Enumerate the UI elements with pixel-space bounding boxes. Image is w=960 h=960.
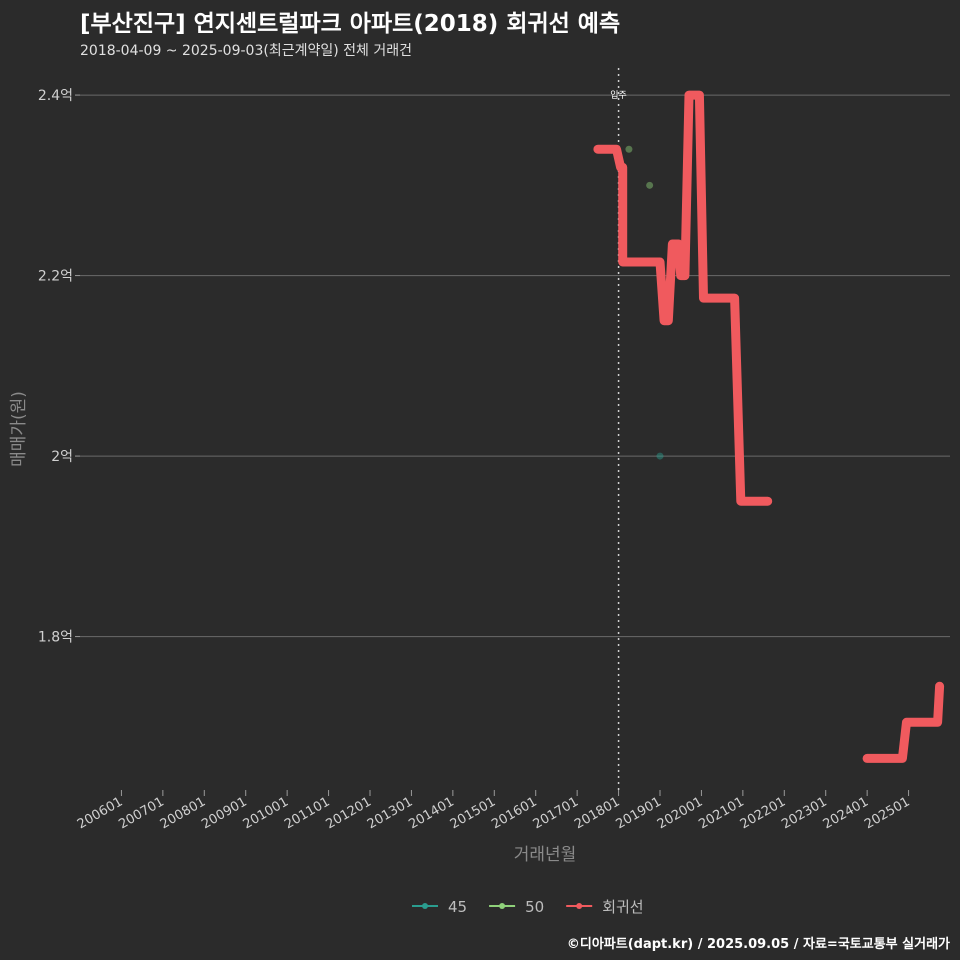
x-tick-label: 202001 <box>655 794 705 832</box>
x-tick-label: 202301 <box>779 794 829 832</box>
transaction-point-50 <box>625 145 633 153</box>
regression-line <box>593 90 773 506</box>
x-axis-title: 거래년월 <box>514 845 577 865</box>
x-tick-label: 201901 <box>614 794 664 832</box>
legend-swatch-dot <box>422 903 428 909</box>
legend-swatch-dot <box>499 903 506 909</box>
x-tick-label: 202501 <box>862 794 912 832</box>
x-tick-label: 202201 <box>738 794 788 832</box>
y-tick-label: 2.2억 <box>38 269 73 285</box>
transaction-point-45 <box>656 452 664 460</box>
x-tick-label: 202101 <box>696 794 746 832</box>
y-tick-label: 1.8억 <box>38 630 73 646</box>
x-tick-label: 200801 <box>158 794 208 832</box>
x-tick-label: 201001 <box>241 794 291 832</box>
x-tick-label: 200901 <box>199 794 249 832</box>
regression-line <box>862 681 945 763</box>
x-tick-label: 201101 <box>282 794 332 832</box>
move-in-label: 입주 <box>610 89 627 101</box>
x-tick-label: 201501 <box>448 794 498 832</box>
legend-label: 45 <box>448 898 467 916</box>
chart-title: [부산진구] 연지센트럴파크 아파트(2018) 회귀선 예측 <box>80 11 621 37</box>
x-tick-label: 201301 <box>365 794 415 832</box>
y-tick-label: 2억 <box>51 449 73 465</box>
x-tick-label: 201701 <box>531 794 581 832</box>
chart-subtitle: 2018-04-09 ~ 2025-09-03(최근계약일) 전체 거래건 <box>80 43 412 59</box>
source-credit: ©디아파트(dapt.kr) / 2025.09.05 / 자료=국토교통부 실… <box>566 937 950 952</box>
legend-label: 50 <box>525 898 544 916</box>
legend-label: 회귀선 <box>602 898 643 916</box>
y-tick-label: 2.4억 <box>38 88 73 104</box>
x-tick-label: 201401 <box>406 794 456 832</box>
x-tick-label: 200601 <box>75 794 125 832</box>
x-tick-label: 201601 <box>489 794 539 832</box>
x-tick-label: 202401 <box>821 794 871 832</box>
x-tick-label: 200701 <box>116 794 166 832</box>
x-tick-label: 201201 <box>324 794 374 832</box>
y-axis-title: 매매가(원) <box>9 391 29 467</box>
legend-swatch-dot <box>576 903 583 909</box>
transaction-point-50 <box>646 181 654 189</box>
x-tick-label: 201801 <box>572 794 622 832</box>
